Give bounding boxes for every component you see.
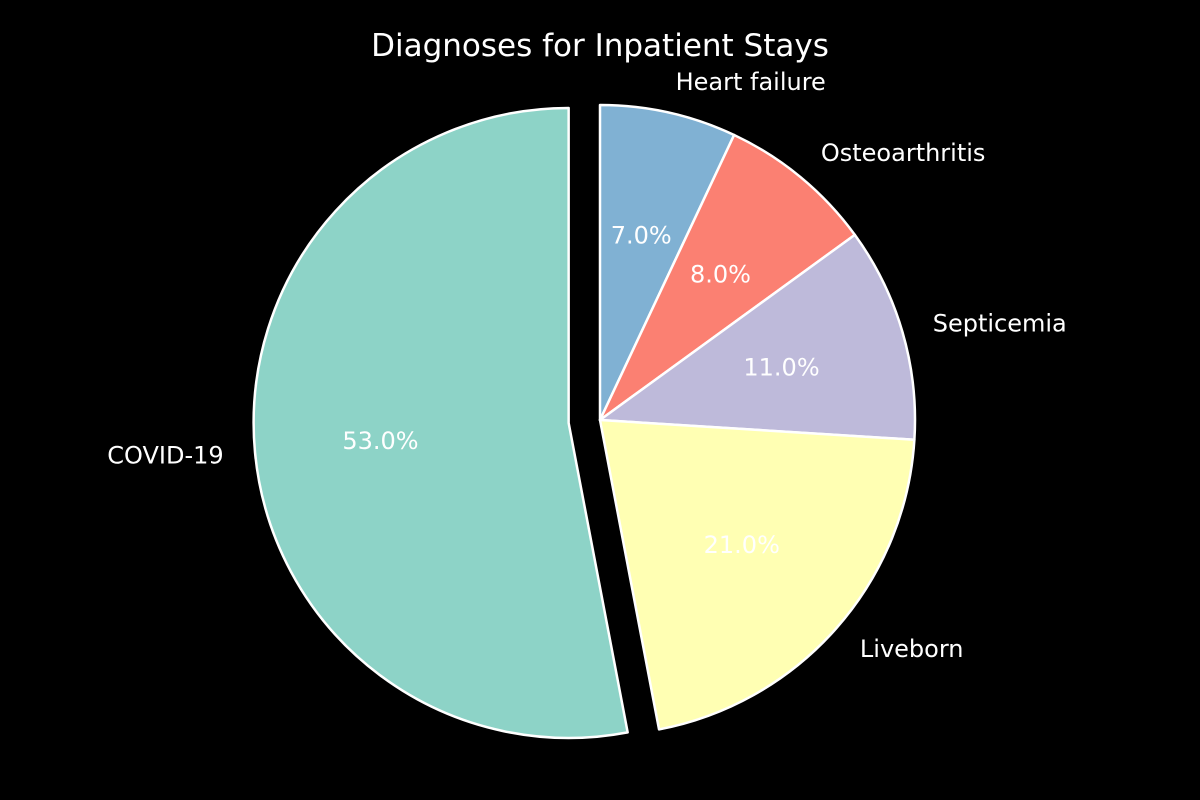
pct-label: 11.0% [743, 353, 819, 381]
pct-label: 8.0% [690, 260, 751, 288]
pie-slice-septicemia [598, 233, 917, 442]
pct-label: 7.0% [611, 222, 672, 250]
slice-label: Osteoarthritis [821, 139, 986, 167]
slices-layer [252, 103, 917, 740]
pie-slice-liveborn [598, 418, 916, 731]
pie-slice-heart-failure [598, 103, 736, 422]
pie-slice-covid-19 [252, 106, 629, 740]
labels-layer: 7.0% Heart failure 8.0% Osteoarthritis 11.0%… [107, 68, 1066, 663]
chart-title: Diagnoses for Inpatient Stays [371, 28, 829, 64]
pct-label: 21.0% [704, 531, 780, 559]
pct-label: 53.0% [342, 427, 418, 455]
slice-label: Liveborn [860, 635, 964, 663]
slice-label: COVID-19 [107, 442, 223, 470]
pie-slice-osteoarthritis [598, 133, 857, 422]
slice-label: Septicemia [933, 309, 1067, 337]
slice-label: Heart failure [676, 68, 826, 96]
